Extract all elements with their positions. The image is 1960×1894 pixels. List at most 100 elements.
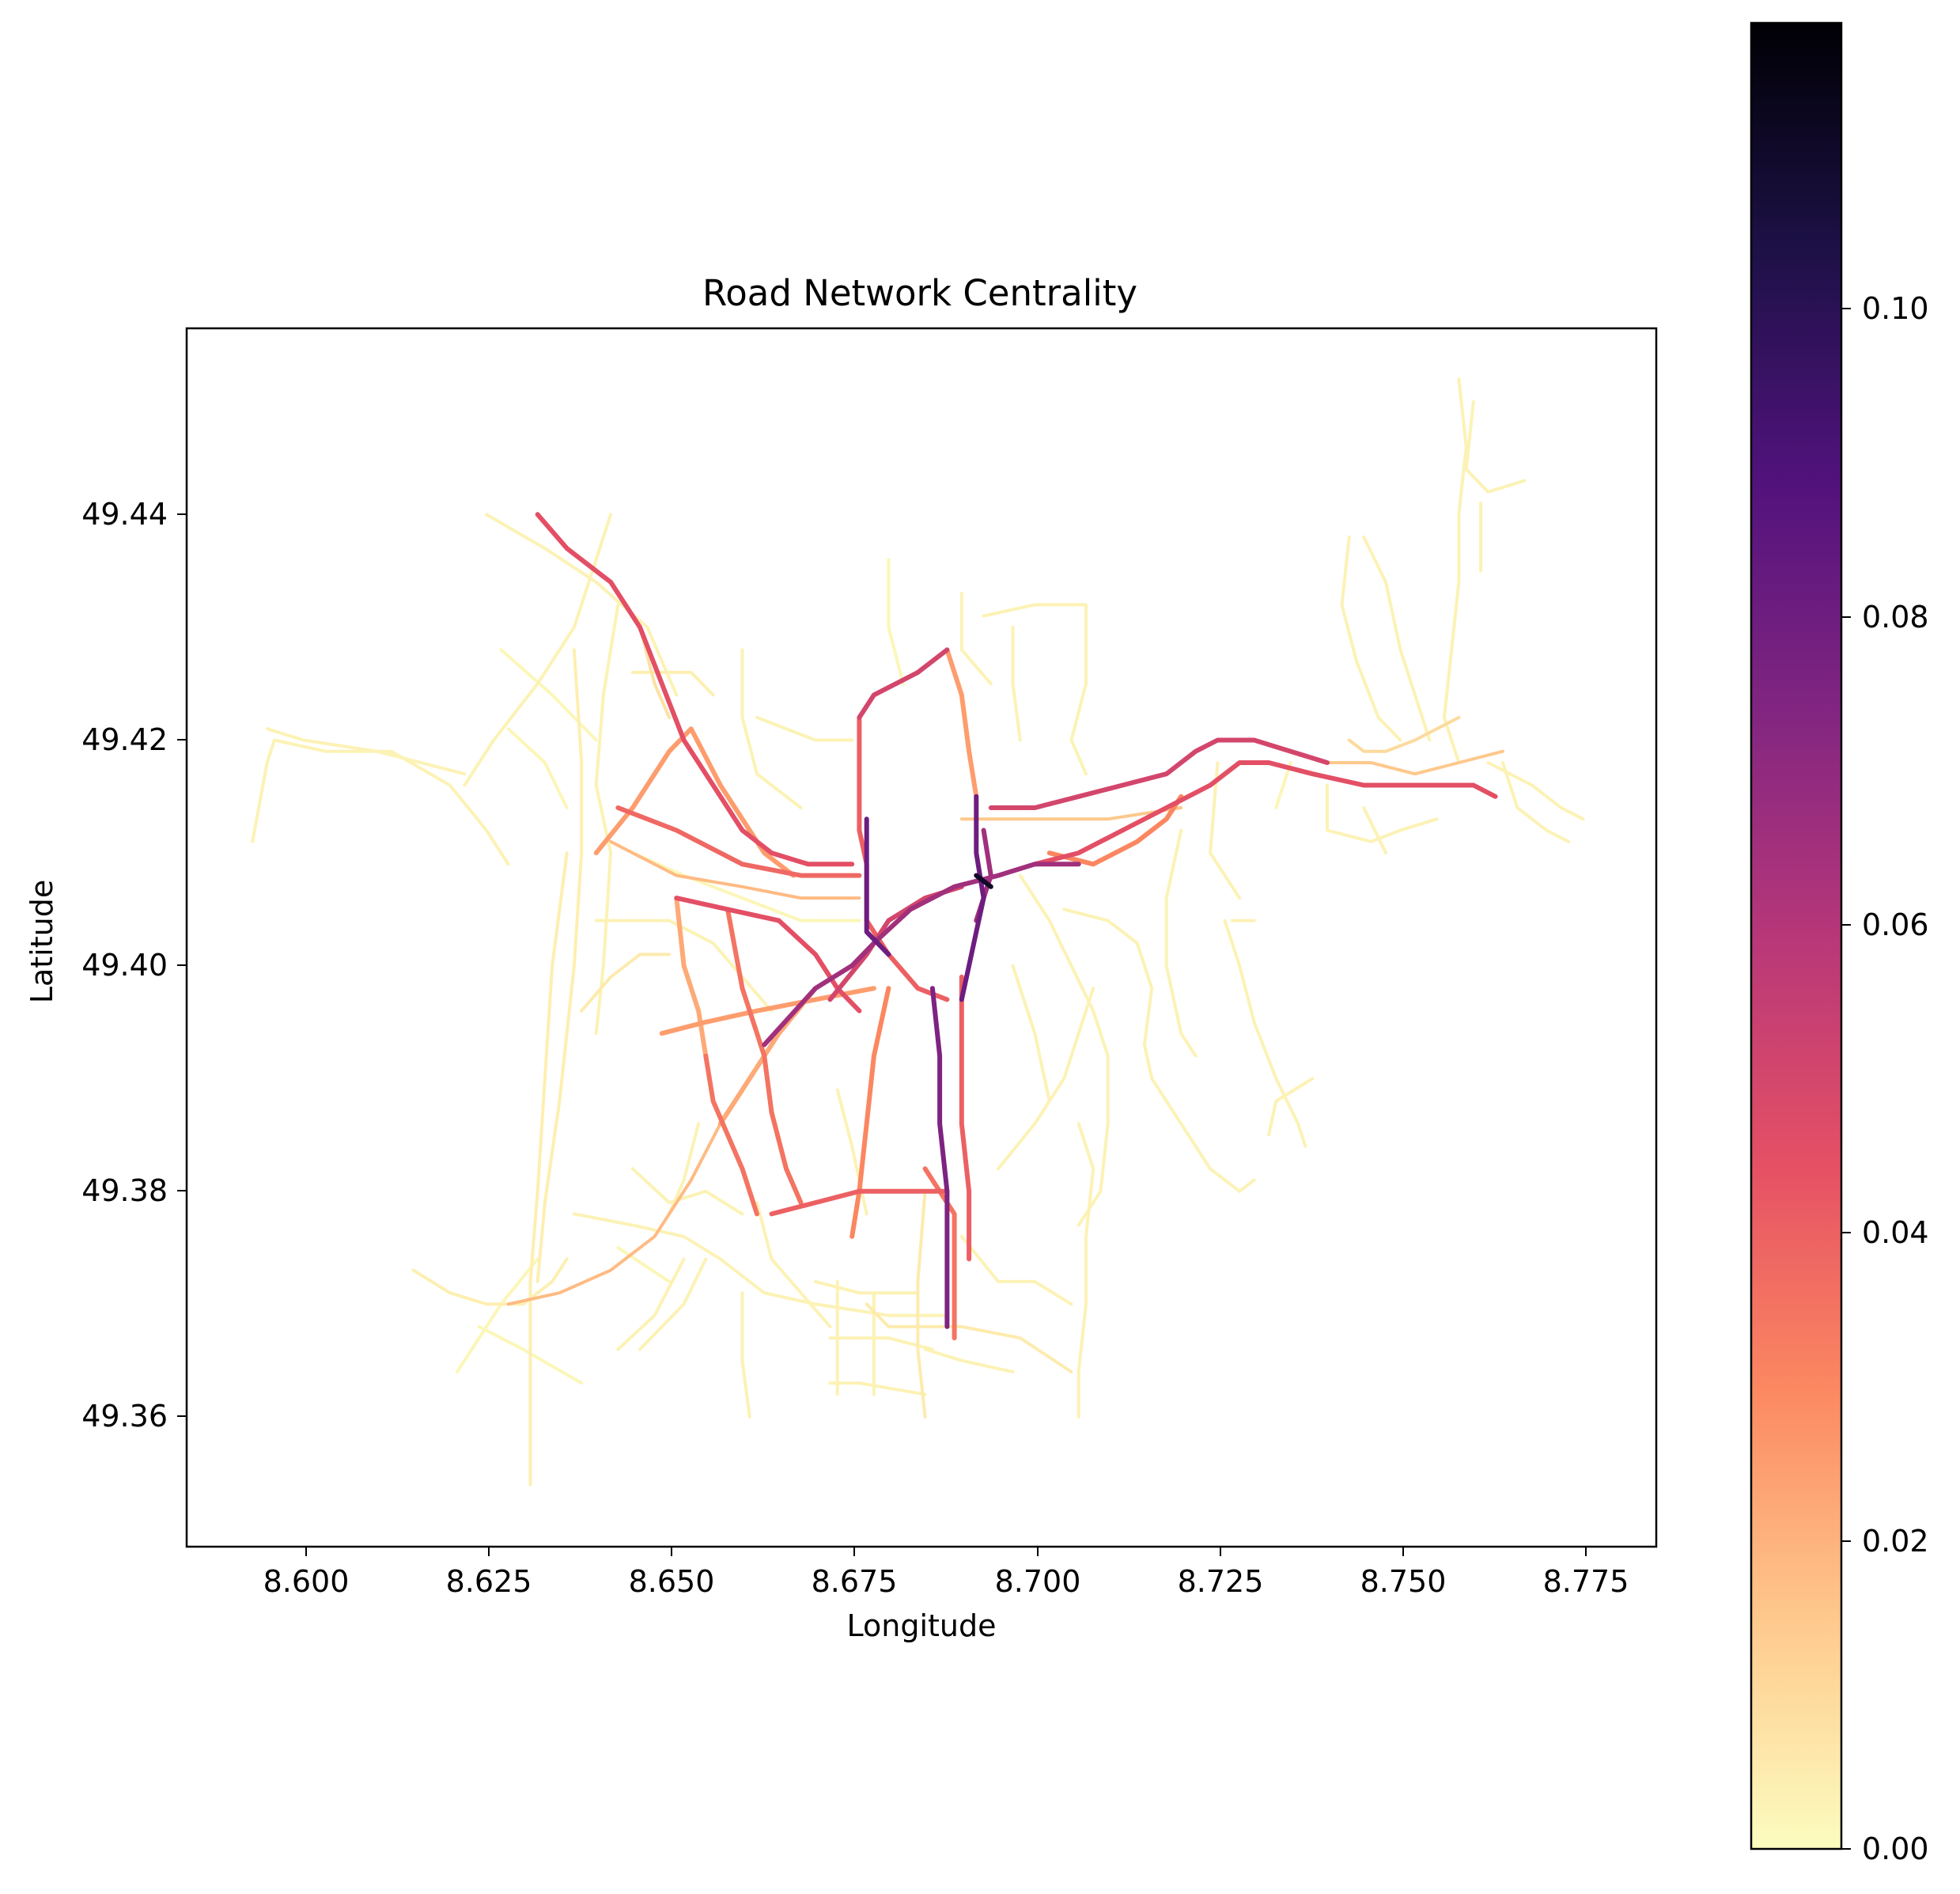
road-segment	[674, 896, 862, 1013]
x-tick-label: 8.600	[263, 1564, 350, 1599]
road-segment	[959, 1234, 1073, 1306]
colorbar-tick-label: 0.02	[1862, 1524, 1929, 1559]
road-segment	[1011, 964, 1051, 1103]
y-axis: 49.36 49.38 49.40 49.42 49.44 Latitude	[25, 497, 187, 1434]
road-segment	[506, 1122, 722, 1306]
y-tick-label: 49.36	[81, 1399, 168, 1434]
road-segment	[499, 648, 598, 742]
road-segment	[944, 647, 979, 799]
chart-title: Road Network Centrality	[702, 272, 1137, 314]
road-segment	[1362, 806, 1387, 855]
road-segment	[755, 715, 854, 742]
colorbar-tick: 0.06	[1841, 907, 1929, 942]
y-tick: 49.38	[81, 1173, 187, 1208]
road-segment	[725, 907, 804, 1206]
road-segment	[1464, 400, 1527, 494]
x-tick: 8.750	[1360, 1547, 1447, 1599]
road-network	[251, 377, 1585, 1487]
road-segment	[593, 726, 796, 878]
road-segment	[1340, 535, 1402, 742]
road-segment	[865, 1302, 1073, 1373]
road-segment	[668, 1122, 701, 1216]
colorbar-frame	[1750, 21, 1843, 1850]
colorbar-tick-label: 0.06	[1862, 907, 1929, 942]
y-tick-label: 49.40	[81, 948, 168, 983]
road-segment	[923, 1347, 1015, 1373]
road-segment	[251, 738, 510, 866]
road-segment	[1326, 749, 1504, 776]
x-tick-label: 8.625	[446, 1564, 532, 1599]
road-segment	[982, 603, 1088, 776]
road-segment	[762, 862, 1081, 1047]
colorbar-tick: 0.02	[1841, 1524, 1929, 1559]
road-segment	[485, 513, 679, 697]
road-segment	[1362, 535, 1432, 742]
road-segment	[609, 839, 861, 900]
road-segment	[1209, 761, 1242, 900]
x-tick-label: 8.725	[1178, 1564, 1264, 1599]
road-segment	[580, 953, 672, 1013]
colorbar-tick: 0.00	[1841, 1831, 1929, 1866]
x-tick: 8.650	[629, 1547, 715, 1599]
road-segment	[997, 987, 1095, 1171]
y-tick-label: 49.44	[81, 497, 168, 532]
road-segment	[630, 851, 861, 922]
road-segment	[959, 794, 986, 1002]
road-segment	[1500, 761, 1571, 843]
road-segment	[740, 648, 803, 809]
x-tick: 8.725	[1178, 1547, 1264, 1599]
y-tick: 49.40	[81, 948, 187, 983]
x-tick-label: 8.750	[1360, 1564, 1447, 1599]
road-segment	[616, 1246, 672, 1283]
road-segment	[929, 986, 950, 1329]
road-segment	[1076, 1122, 1095, 1419]
road-segment	[411, 1257, 569, 1306]
x-axis-label: Longitude	[847, 1608, 997, 1643]
road-segment	[463, 513, 613, 787]
road-segment	[988, 737, 1330, 810]
plot-frame	[185, 327, 1658, 1548]
road-segment	[1046, 794, 1184, 867]
road-segment	[1274, 761, 1292, 809]
road-segment	[1018, 873, 1110, 1227]
x-tick: 8.675	[812, 1547, 898, 1599]
road-segment	[1062, 907, 1256, 1193]
colorbar-tick-label: 0.10	[1862, 291, 1929, 326]
road-segment	[857, 647, 950, 720]
road-segment	[506, 727, 569, 809]
road-segment	[615, 805, 862, 878]
x-tick-label: 8.775	[1543, 1564, 1629, 1599]
road-segment	[616, 1257, 686, 1351]
y-tick-label: 49.38	[81, 1173, 168, 1208]
road-segment	[594, 603, 620, 1036]
road-segment	[477, 1324, 584, 1385]
road-segment	[528, 851, 569, 1487]
x-tick: 8.775	[1543, 1547, 1629, 1599]
x-tick-label: 8.650	[629, 1564, 715, 1599]
road-segment	[849, 986, 891, 1239]
x-tick: 8.600	[263, 1547, 350, 1599]
road-segment	[535, 648, 584, 1283]
road-segment	[638, 1257, 708, 1351]
colorbar-tick-label: 0.00	[1862, 1831, 1929, 1866]
colorbar-tick: 0.04	[1841, 1215, 1929, 1250]
colorbar-gradient	[1751, 23, 1841, 1849]
road-segment	[887, 558, 905, 686]
road-segment	[630, 1167, 744, 1216]
road-segment	[1164, 828, 1198, 1058]
road-segment	[703, 1053, 759, 1217]
road-segment	[974, 873, 993, 889]
x-tick: 8.700	[995, 1547, 1081, 1599]
road-segment	[740, 1291, 751, 1419]
road-segment	[674, 896, 709, 1059]
road-segment	[1223, 919, 1307, 1148]
x-tick: 8.625	[446, 1547, 532, 1599]
road-segment	[1486, 761, 1585, 821]
colorbar-tick: 0.10	[1841, 291, 1929, 326]
road-segment	[769, 1188, 950, 1217]
x-tick-label: 8.675	[812, 1564, 898, 1599]
x-tick-label: 8.700	[995, 1564, 1081, 1599]
y-tick: 49.42	[81, 722, 187, 757]
x-axis: 8.600 8.625 8.650 8.675 8.700 8.725 8.75…	[263, 1547, 1629, 1643]
road-segment	[828, 1381, 927, 1396]
